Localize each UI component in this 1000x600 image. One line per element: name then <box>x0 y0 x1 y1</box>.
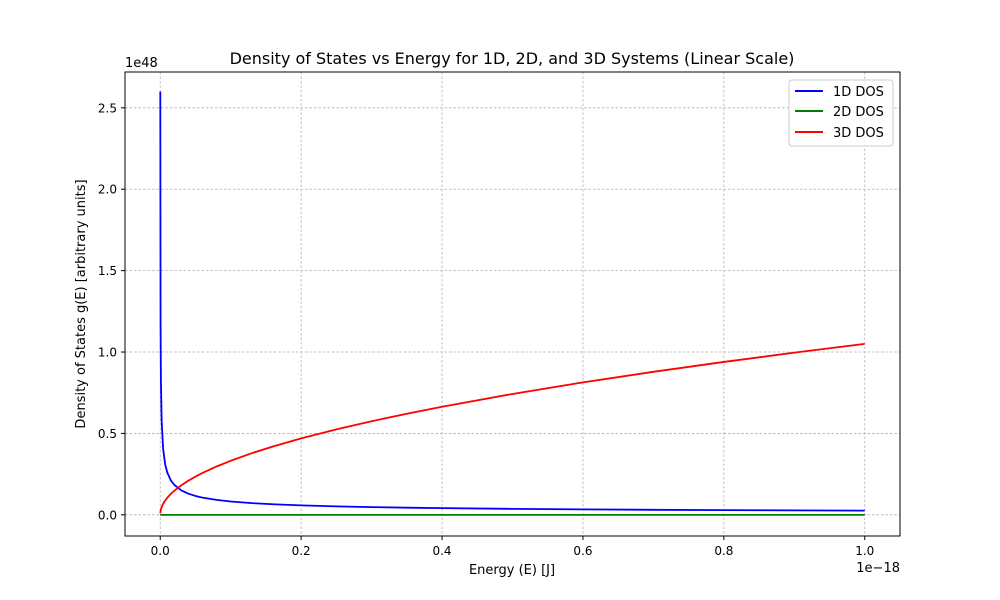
plot-area <box>125 72 900 536</box>
y-axis-label: Density of States g(E) [arbitrary units] <box>74 179 89 428</box>
x-axis-ticks: 0.0 0.2 0.4 0.6 0.8 1.0 <box>151 536 874 558</box>
y-axis-offset-text: 1e48 <box>125 56 158 71</box>
x-tick-label: 0.8 <box>714 544 733 558</box>
y-tick-label: 1.5 <box>98 264 117 278</box>
legend: 1D DOS 2D DOS 3D DOS <box>788 79 894 147</box>
plot-frame <box>124 71 901 537</box>
chart-title: Density of States vs Energy for 1D, 2D, … <box>230 49 795 68</box>
legend-box <box>788 79 894 147</box>
y-tick-label: 2.0 <box>98 183 117 197</box>
x-tick-label: 1.0 <box>855 544 874 558</box>
y-tick-label: 0.5 <box>98 427 117 441</box>
x-axis-label: Energy (E) [J] <box>469 563 555 578</box>
x-tick-label: 0.0 <box>151 544 170 558</box>
legend-label-1d: 1D DOS <box>833 85 884 100</box>
x-tick-label: 0.2 <box>292 544 311 558</box>
y-tick-label: 2.5 <box>98 101 117 115</box>
x-tick-label: 0.6 <box>573 544 592 558</box>
x-axis-offset-text: 1e−18 <box>856 561 900 576</box>
legend-label-2d: 2D DOS <box>833 105 884 120</box>
y-tick-label: 0.0 <box>98 508 117 522</box>
series-line-3d-dos <box>159 342 865 514</box>
legend-label-3d: 3D DOS <box>833 126 884 141</box>
y-tick-label: 1.0 <box>98 346 117 360</box>
series-line-1d-dos <box>159 91 865 512</box>
y-axis-ticks: 0.0 0.5 1.0 1.5 2.0 2.5 <box>98 101 125 522</box>
x-tick-label: 0.4 <box>432 544 451 558</box>
series-lines <box>159 91 865 516</box>
